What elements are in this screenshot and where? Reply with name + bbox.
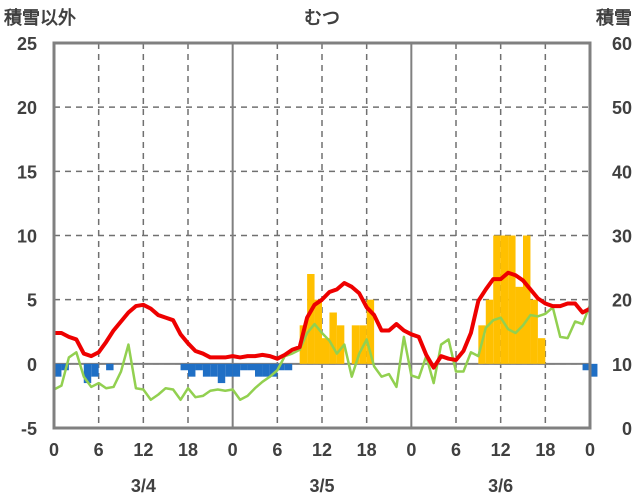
precip-bar: [54, 363, 62, 377]
precip-bar: [195, 363, 203, 371]
snowfall-bar: [508, 235, 516, 364]
date-labels: 3/4 3/5 3/6: [131, 476, 513, 496]
snowfall-bar: [493, 235, 501, 364]
precip-bar: [247, 363, 255, 371]
precip-bar: [210, 363, 218, 377]
left-tick-label: 0: [27, 355, 37, 375]
x-tick-label: 6: [451, 440, 461, 460]
date-label: 3/4: [131, 476, 156, 496]
left-tick-label: 5: [27, 291, 37, 311]
x-tick-label: 12: [133, 440, 153, 460]
precip-bar: [106, 363, 114, 371]
precip-bar: [83, 363, 92, 384]
right-tick-label: 10: [612, 355, 632, 375]
snowfall-bar: [314, 299, 322, 364]
left-tick-label: -5: [21, 419, 37, 439]
x-tick-label: 0: [585, 440, 595, 460]
wind-line: [53, 304, 592, 402]
x-tick-label: 6: [272, 440, 282, 460]
x-tick-label: 18: [357, 440, 377, 460]
precip-bar: [202, 363, 211, 377]
x-tick-label: 0: [49, 440, 59, 460]
precip-bar: [217, 363, 226, 384]
precip-bar: [240, 363, 248, 371]
x-tick-label: 0: [228, 440, 238, 460]
precip-bar: [269, 363, 278, 377]
precip-bar: [284, 363, 293, 371]
snowfall-bar: [336, 325, 345, 364]
left-tick-label: 15: [17, 162, 37, 182]
precip-bar: [91, 363, 99, 377]
precip-bar: [262, 363, 270, 377]
x-tick-label: 18: [535, 440, 555, 460]
left-tick-labels: 25 20 15 10 5 0 -5: [17, 34, 37, 439]
snowfall-bar: [500, 235, 509, 364]
date-label: 3/6: [488, 476, 513, 496]
snowfall-bar: [537, 338, 546, 364]
precip-bar: [277, 363, 285, 371]
snowfall-bar: [515, 286, 523, 364]
right-tick-label: 0: [622, 419, 632, 439]
right-axis-title: 積雪: [595, 7, 632, 28]
left-tick-label: 20: [17, 98, 37, 118]
snowfall-bar: [351, 325, 360, 364]
snowfall-bar: [530, 299, 538, 364]
right-tick-label: 20: [612, 291, 632, 311]
x-tick-label: 12: [491, 440, 511, 460]
snowfall-bar: [329, 312, 337, 364]
date-label: 3/5: [309, 476, 334, 496]
x-tick-label: 12: [312, 440, 332, 460]
snowfall-bar: [322, 338, 330, 364]
snowfall-bar: [366, 299, 375, 364]
precip-bar: [255, 363, 263, 377]
x-tick-label: 18: [178, 440, 198, 460]
right-tick-label: 40: [612, 162, 632, 182]
plot-frame: [52, 41, 592, 430]
chart-title: むつ: [304, 8, 340, 28]
precip-bar: [232, 363, 241, 377]
x-tick-label: 0: [406, 440, 416, 460]
left-tick-label: 25: [17, 34, 37, 54]
precip-bar: [225, 363, 233, 377]
left-tick-label: 10: [17, 227, 37, 247]
right-tick-label: 50: [612, 98, 632, 118]
x-tick-label: 6: [94, 440, 104, 460]
snowfall-bar: [485, 299, 494, 364]
right-tick-label: 60: [612, 34, 632, 54]
snowfall-bar: [523, 235, 531, 364]
snowfall-bar: [299, 325, 308, 364]
right-tick-label: 30: [612, 227, 632, 247]
precip-bar: [180, 363, 188, 371]
temperature-line: [54, 270, 591, 370]
right-tick-labels: 60 50 40 30 20 10 0: [612, 34, 632, 439]
snowfall-bar: [307, 274, 315, 364]
precip-bar: [188, 363, 196, 377]
left-axis-title: 積雪以外: [3, 7, 76, 28]
x-tick-labels: 0 6 12 18 0 6 12 18 0 6 12 18 0: [49, 440, 595, 460]
precip-bar: [590, 363, 598, 377]
precip-bar: [582, 363, 590, 371]
